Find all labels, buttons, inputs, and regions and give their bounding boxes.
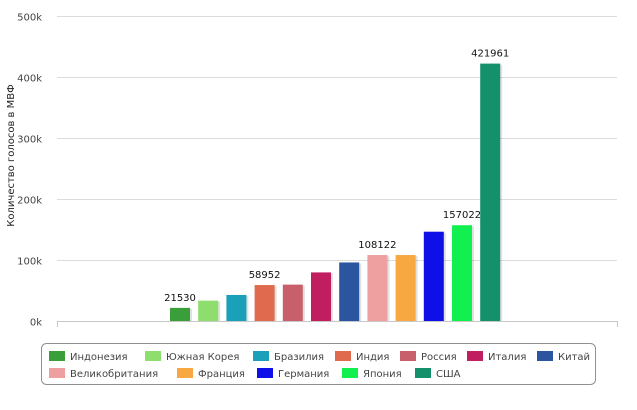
legend-item[interactable]: Китай: [537, 351, 590, 363]
grid-lines: [57, 16, 618, 327]
legend-label: Франция: [198, 369, 245, 380]
data-labels: 21530 58952 108122 157022 421961: [164, 49, 509, 304]
legend-label: Южная Корея: [166, 352, 239, 363]
data-label: 108122: [358, 240, 396, 251]
legend: Индонезия Южная Корея Бразилия Индия Россия И…: [41, 343, 596, 385]
legend-label: Италия: [488, 352, 526, 363]
y-tick-label: 0k: [30, 318, 42, 329]
legend-item[interactable]: Бразилия: [253, 351, 324, 363]
y-axis-tick-labels: 0k 100k 200k 300k 400k 500k: [17, 13, 42, 329]
legend-label: Россия: [421, 352, 457, 363]
y-tick-label: 500k: [17, 13, 42, 24]
legend-item[interactable]: Япония: [342, 368, 402, 380]
legend-item[interactable]: Индонезия: [49, 351, 128, 363]
legend-swatch: [400, 351, 416, 361]
legend-swatch: [335, 351, 351, 361]
legend-item[interactable]: Великобритания: [49, 368, 158, 380]
data-label: 421961: [471, 49, 509, 60]
legend-label: Япония: [363, 369, 402, 380]
bar-1[interactable]: [170, 307, 190, 321]
bar-3[interactable]: [226, 294, 247, 321]
bar-4[interactable]: [254, 285, 275, 321]
legend-item[interactable]: Франция: [177, 368, 245, 380]
legend-label: Германия: [278, 369, 329, 380]
legend-swatch: [145, 351, 161, 361]
legend-label: Великобритания: [70, 369, 158, 380]
y-tick-label: 100k: [17, 257, 42, 268]
legend-label: Индия: [356, 352, 389, 363]
data-label: 58952: [249, 270, 281, 281]
legend-swatch: [253, 351, 269, 361]
legend-item[interactable]: Германия: [257, 368, 329, 380]
legend-item[interactable]: Россия: [400, 351, 457, 363]
legend-swatch: [177, 368, 193, 378]
data-label: 21530: [164, 293, 196, 304]
bar-7[interactable]: [339, 262, 360, 321]
bar-6[interactable]: [311, 272, 331, 321]
legend-label: Китай: [558, 352, 590, 363]
legend-swatch: [257, 368, 273, 378]
y-tick-label: 300k: [17, 135, 42, 146]
legend-label: США: [436, 369, 461, 380]
bar-8[interactable]: [367, 255, 388, 321]
legend-swatch: [49, 351, 65, 361]
bar-12[interactable]: [480, 63, 501, 321]
bar-10[interactable]: [423, 231, 444, 321]
legend-item[interactable]: Индия: [335, 351, 389, 363]
bar-9[interactable]: [395, 255, 416, 321]
bar-11[interactable]: [452, 225, 472, 321]
bar-2[interactable]: [198, 300, 219, 321]
y-tick-label: 200k: [17, 196, 42, 207]
legend-item[interactable]: США: [415, 368, 461, 380]
legend-item[interactable]: Южная Корея: [145, 351, 239, 363]
legend-item[interactable]: Италия: [467, 351, 526, 363]
legend-swatch: [49, 368, 65, 378]
legend-label: Бразилия: [274, 352, 324, 363]
y-tick-label: 400k: [17, 74, 42, 85]
y-axis-title: Количество голосов в МВФ: [6, 84, 17, 227]
bars: [170, 63, 503, 321]
legend-swatch: [537, 351, 553, 361]
legend-label: Индонезия: [70, 352, 128, 363]
legend-swatch: [467, 351, 483, 361]
data-label: 157022: [443, 210, 481, 221]
legend-swatch: [342, 368, 358, 378]
bar-5[interactable]: [282, 284, 303, 321]
legend-swatch: [415, 368, 431, 378]
